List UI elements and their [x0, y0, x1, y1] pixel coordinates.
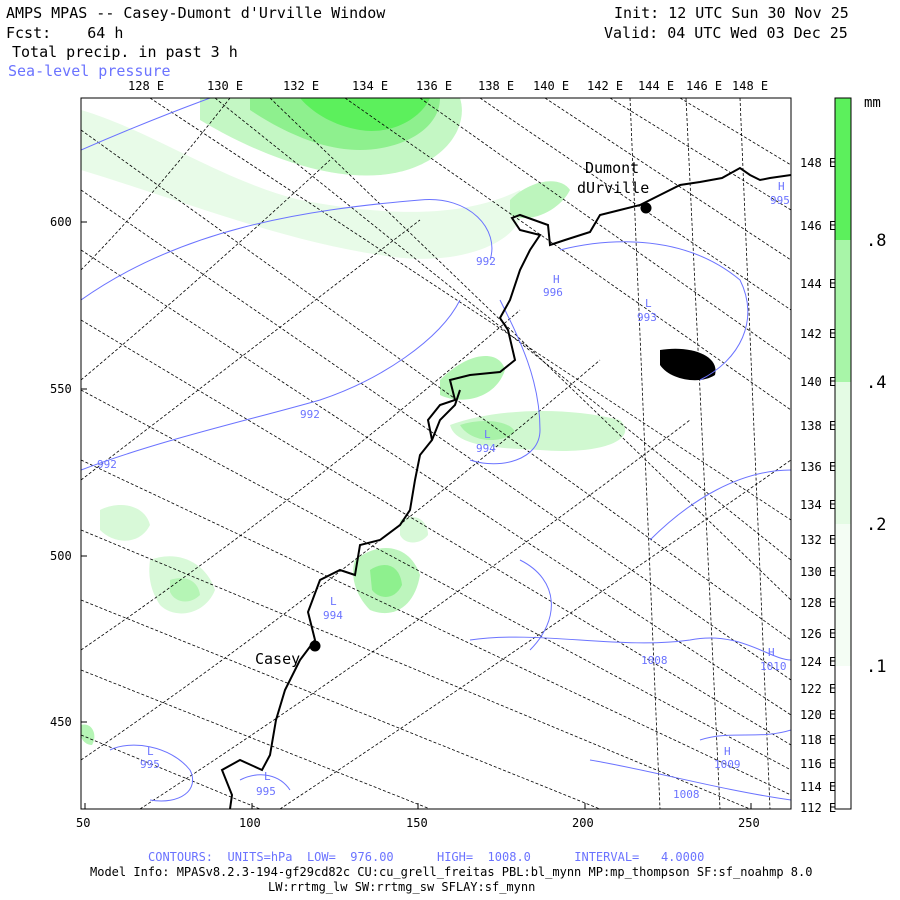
top-lon-label: 128 E	[128, 79, 164, 93]
colorbar-segment-high	[835, 98, 851, 240]
top-lon-label: 142 E	[587, 79, 623, 93]
contour-label: 992	[476, 255, 496, 268]
pressure-center: L	[147, 745, 154, 758]
station-label-casey: Casey	[255, 650, 300, 668]
top-lon-label: 132 E	[283, 79, 319, 93]
left-tick-label: 550	[50, 382, 72, 396]
precip-shading	[81, 98, 716, 745]
plot-frame	[80, 97, 792, 810]
right-lon-label: 112 E	[800, 801, 836, 815]
right-lon-label: 144 E	[800, 277, 836, 291]
field-slp-label: Sea-level pressure	[8, 62, 171, 80]
right-lon-label: 138 E	[800, 419, 836, 433]
right-lon-label: 120 E	[800, 708, 836, 722]
top-lon-label: 130 E	[207, 79, 243, 93]
left-tick-label: 500	[50, 549, 72, 563]
contour-label: 1010	[760, 660, 787, 673]
right-lon-label: 124 E	[800, 655, 836, 669]
contour-label: 992	[300, 408, 320, 421]
top-lon-label: 148 E	[732, 79, 768, 93]
precip-colorbar: mm .8 .4 .2 .1	[834, 95, 886, 810]
pressure-contours	[81, 98, 791, 802]
right-lon-label: 114 E	[800, 780, 836, 794]
right-lon-label: 116 E	[800, 757, 836, 771]
forecast-hour: Fcst: 64 h	[6, 24, 124, 42]
station-label-durville: dUrville	[577, 179, 649, 197]
pressure-center: L	[645, 297, 652, 310]
right-lon-label: 148 E	[800, 156, 836, 170]
right-lon-label: 142 E	[800, 327, 836, 341]
map-title: AMPS MPAS -- Casey-Dumont d'Urville Wind…	[6, 4, 386, 22]
contour-label: 1008	[641, 654, 668, 667]
right-lon-label: 118 E	[800, 733, 836, 747]
contour-label: 1009	[714, 758, 741, 771]
contour-label: 995	[140, 758, 160, 771]
model-info-line2: LW:rrtmg_lw SW:rrtmg_sw SFLAY:sf_mynn	[268, 880, 536, 894]
model-info-line1: Model Info: MPASv8.2.3-194-gf29cd82c CU:…	[90, 865, 813, 879]
top-lon-label: 134 E	[352, 79, 388, 93]
right-lon-label: 140 E	[800, 375, 836, 389]
pressure-center: L	[264, 770, 271, 783]
top-lon-label: 146 E	[686, 79, 722, 93]
field-precip-label: Total precip. in past 3 h	[12, 43, 238, 61]
contour-label: 1008	[673, 788, 700, 801]
contour-label: 992	[97, 458, 117, 471]
station-label-dumont: Dumont	[585, 159, 639, 177]
dumont-durville-station-marker	[640, 202, 652, 214]
contour-label: 996	[543, 286, 563, 299]
right-lon-label: 128 E	[800, 596, 836, 610]
right-lon-label: 122 E	[800, 682, 836, 696]
top-longitude-labels: 128 E 130 E 132 E 134 E 136 E 138 E 140 …	[128, 79, 768, 93]
coastline	[220, 166, 791, 809]
colorbar-label: .8	[866, 231, 886, 251]
contour-label: 994	[323, 609, 343, 622]
top-lon-label: 136 E	[416, 79, 452, 93]
right-lon-label: 126 E	[800, 627, 836, 641]
contour-label: 994	[476, 442, 496, 455]
colorbar-segment	[835, 382, 851, 524]
pressure-center: H	[778, 180, 785, 193]
casey-station-marker	[309, 640, 321, 652]
colorbar-label: .1	[866, 657, 886, 677]
bottom-tick-label: 250	[738, 816, 760, 830]
contour-info: CONTOURS: UNITS=hPa LOW= 976.00 HIGH= 10…	[148, 850, 705, 864]
colorbar-segment	[835, 524, 851, 666]
colorbar-unit: mm	[864, 95, 881, 111]
pressure-center: H	[724, 745, 731, 758]
bottom-axis: 50 100 150 200 250	[76, 803, 760, 830]
bottom-tick-label: 50	[76, 816, 90, 830]
valid-time: Valid: 04 UTC Wed 03 Dec 25	[604, 24, 848, 42]
pressure-center: L	[484, 428, 491, 441]
colorbar-segment	[835, 240, 851, 382]
colorbar-label: .4	[866, 373, 886, 393]
top-lon-label: 138 E	[478, 79, 514, 93]
pressure-center: L	[330, 595, 337, 608]
top-lon-label: 144 E	[638, 79, 674, 93]
pressure-center: H	[768, 646, 775, 659]
top-lon-label: 140 E	[533, 79, 569, 93]
right-lon-label: 134 E	[800, 498, 836, 512]
right-lon-label: 130 E	[800, 565, 836, 579]
right-lon-label: 132 E	[800, 533, 836, 547]
colorbar-label: .2	[866, 515, 886, 535]
left-tick-label: 600	[50, 215, 72, 229]
bottom-tick-label: 200	[572, 816, 594, 830]
init-time: Init: 12 UTC Sun 30 Nov 25	[614, 4, 849, 22]
right-lon-label: 146 E	[800, 219, 836, 233]
bottom-tick-label: 100	[239, 816, 261, 830]
contour-label: 995	[256, 785, 276, 798]
left-tick-label: 450	[50, 715, 72, 729]
colorbar-segment-low	[835, 666, 851, 809]
contour-label: 995	[770, 194, 790, 207]
latlon-grid	[81, 98, 791, 809]
bottom-tick-label: 150	[406, 816, 428, 830]
right-longitude-labels: 148 E 146 E 144 E 142 E 140 E 138 E 136 …	[800, 156, 836, 815]
pressure-center: H	[553, 273, 560, 286]
right-lon-label: 136 E	[800, 460, 836, 474]
contour-label: 993	[637, 311, 657, 324]
left-axis: 600 550 500 450	[50, 215, 87, 729]
